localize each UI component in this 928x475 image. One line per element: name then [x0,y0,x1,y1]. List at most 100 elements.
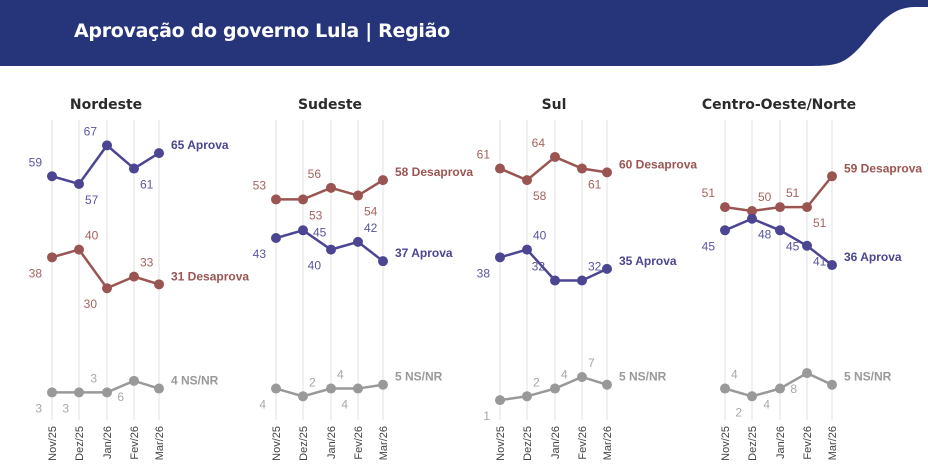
data-label: 45 [702,239,716,253]
data-point [298,194,308,205]
data-label: 48 [758,228,772,242]
data-label: 3 [62,401,69,415]
data-label: 61 [477,148,491,162]
data-point [74,387,84,398]
data-label: 53 [253,178,267,192]
data-point [802,368,812,379]
data-point [775,383,785,394]
data-point [550,275,560,286]
data-point [271,383,281,394]
data-label: 6 [117,390,124,404]
data-point [495,395,505,406]
data-point [326,383,336,394]
series-ns-nr: 3 3 3 6 4 NS/NR [35,371,218,415]
data-label: 4 [561,368,568,382]
data-point [102,387,112,398]
data-label: 4 [337,368,344,382]
data-point [775,225,785,236]
x-tick-label: Fev/26 [129,426,141,460]
data-label: 42 [364,221,378,235]
data-label: 40 [308,259,322,273]
series-ns-nr: 4 2 4 4 5 NS/NR [259,368,442,412]
data-label: 61 [140,178,154,192]
data-point [747,206,757,216]
data-point [495,163,505,174]
data-point [129,271,139,282]
x-tick-label: Dez/25 [747,426,759,461]
data-point [47,387,57,398]
data-point [775,202,785,213]
data-point [602,379,612,390]
data-label: 59 [29,155,43,169]
series-end-label: 37 Aprova [395,246,453,260]
data-label: 38 [477,266,491,280]
data-point [802,240,812,251]
data-point [522,244,532,255]
data-point [495,252,505,263]
series-desaprova: 51 50 51 51 59 Desaprova [702,161,923,230]
series-aprova: 45 48 45 41 36 Aprova [702,213,902,271]
data-point [720,225,730,236]
data-label: 67 [84,124,98,138]
series-desaprova: 53 53 56 54 58 Desaprova [253,165,474,222]
x-tick-label: Fev/26 [577,426,589,460]
data-label: 54 [364,205,378,219]
data-label: 45 [786,239,800,253]
series-aprova: 43 45 40 42 37 Aprova [253,221,453,273]
x-tick-label: Dez/25 [74,426,86,461]
x-tick-label: Jan/26 [550,426,562,459]
data-label: 43 [253,247,267,261]
data-point [271,233,281,244]
page-title: Aprovação do governo Lula | Região [74,20,450,42]
data-label: 57 [85,193,99,207]
header-background [0,0,928,66]
panel-title: Centro-Oeste/Norte [702,97,856,113]
data-point [378,379,388,390]
data-point [577,371,587,382]
data-point [577,163,587,174]
series-end-label: 4 NS/NR [171,374,219,388]
series-end-label: 65 Aprova [171,138,229,152]
series-end-label: 35 Aprova [619,254,677,268]
data-point [747,391,757,402]
data-point [353,236,363,247]
data-point [378,256,388,267]
panel-title: Nordeste [70,97,142,113]
data-label: 51 [702,186,716,200]
x-tick-label: Nov/25 [47,426,59,461]
x-tick-label: Nov/25 [495,426,507,461]
series-end-label: 36 Aprova [844,250,902,264]
data-label: 33 [140,256,154,270]
x-tick-label: Mar/26 [154,426,166,460]
data-point [298,391,308,402]
x-tick-label: Mar/26 [602,426,614,460]
data-point [74,178,84,189]
x-tick-label: Jan/26 [326,426,338,459]
data-label: 2 [533,375,540,389]
data-label: 4 [763,398,770,412]
series-end-label: 59 Desaprova [844,161,922,175]
data-point [378,175,388,186]
x-tick-label: Jan/26 [775,426,787,459]
x-tick-label: Jan/26 [102,426,114,459]
series-aprova: 59 57 67 61 65 Aprova [29,124,229,207]
data-point [154,148,164,159]
data-point [102,283,112,294]
data-label: 41 [813,255,827,269]
data-point [577,275,587,286]
panel-title: Sudeste [298,97,362,113]
data-label: 51 [813,216,827,230]
data-label: 38 [29,266,43,280]
data-label: 40 [533,229,547,243]
data-label: 40 [85,229,99,243]
data-point [353,190,363,201]
x-tick-label: Fev/26 [353,426,365,460]
data-label: 1 [483,409,490,423]
header-banner [0,0,928,66]
x-tick-label: Nov/25 [271,426,283,461]
data-label: 3 [35,401,42,415]
data-label: 56 [308,167,322,181]
series-end-label: 5 NS/NR [844,370,892,384]
data-label: 8 [790,382,797,396]
